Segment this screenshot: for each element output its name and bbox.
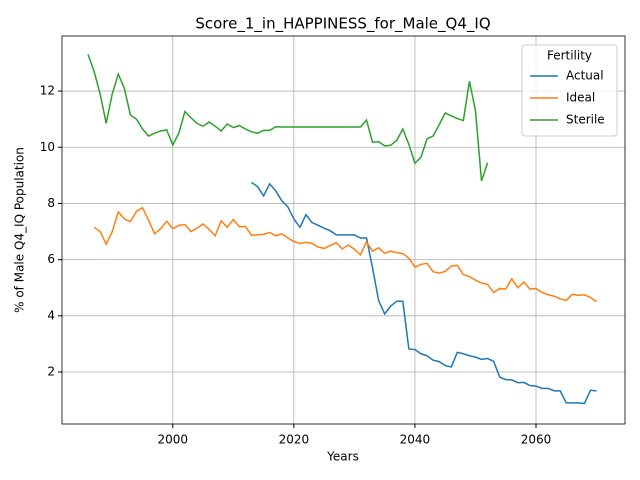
x-tick-label: 2060: [521, 433, 552, 447]
legend-label: Sterile: [566, 113, 605, 127]
legend-label: Ideal: [566, 91, 595, 105]
y-tick-label: 4: [47, 308, 55, 322]
series-line: [87, 54, 489, 182]
y-tick-label: 12: [40, 84, 55, 98]
y-tick-label: 8: [47, 196, 55, 210]
series-line: [93, 206, 597, 303]
legend-label: Actual: [566, 69, 604, 83]
x-tick-label: 2020: [279, 433, 310, 447]
x-tick-label: 2000: [158, 433, 189, 447]
y-axis-label: % of Male Q4_IQ Population: [13, 147, 27, 313]
plot-frame: [61, 35, 626, 425]
x-tick-label: 2040: [400, 433, 431, 447]
legend-box: [521, 44, 618, 137]
y-tick-label: 6: [47, 252, 55, 266]
x-axis-label: Years: [326, 450, 359, 464]
series-line: [251, 181, 597, 405]
y-tick-label: 10: [40, 140, 55, 154]
y-tick-label: 2: [47, 365, 55, 379]
chart-title: Score_1_in_HAPPINESS_for_Male_Q4_IQ: [195, 15, 490, 34]
legend-title: Fertility: [547, 49, 592, 63]
